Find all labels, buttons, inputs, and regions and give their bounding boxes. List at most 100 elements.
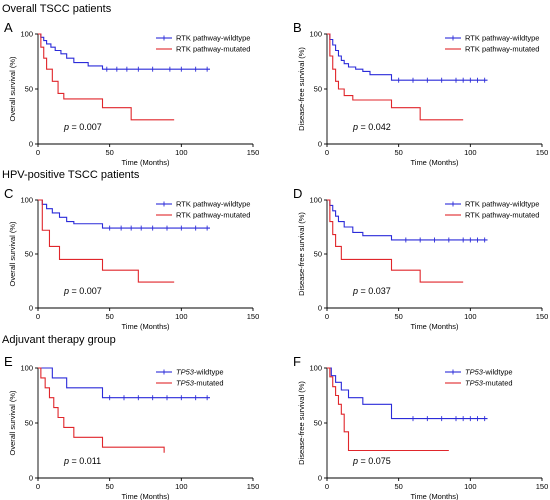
- x-axis-label: Time (Months): [410, 158, 459, 167]
- y-tick-label: 100: [20, 364, 33, 373]
- y-axis-label: Disease-free survival (%): [297, 212, 306, 296]
- p-value: p = 0.042: [352, 122, 391, 132]
- x-tick-label: 0: [325, 148, 329, 157]
- legend-gene-name: TP53: [465, 379, 484, 388]
- y-tick-label: 50: [314, 419, 322, 428]
- x-tick-label: 100: [464, 148, 477, 157]
- y-tick-label: 100: [309, 30, 322, 39]
- y-tick-label: 0: [318, 474, 322, 483]
- legend-text: RTK pathway-wildtype: [465, 200, 539, 209]
- p-symbol: p: [352, 286, 358, 296]
- survival-curve-mutated: [327, 33, 464, 121]
- section-title-overall: Overall TSCC patients: [2, 3, 112, 15]
- p-symbol: p: [352, 456, 358, 466]
- y-tick-label: 50: [25, 250, 33, 259]
- y-tick-label: 0: [318, 304, 322, 313]
- legend-text: -wildtype: [194, 368, 224, 377]
- x-tick-label: 50: [105, 482, 113, 491]
- p-value-text: = 0.075: [358, 456, 391, 466]
- legend-gene-name: TP53: [176, 368, 195, 377]
- survival-curve-mutated: [38, 33, 175, 121]
- survival-curve-wildtype: [327, 367, 488, 420]
- legend-label-mutated: TP53-mutated: [176, 379, 224, 388]
- x-tick-label: 0: [36, 312, 40, 321]
- p-symbol: p: [352, 122, 358, 132]
- y-tick-label: 50: [314, 250, 322, 259]
- survival-curve-wildtype: [38, 367, 210, 399]
- legend-gene-name: TP53: [465, 368, 484, 377]
- legend-label-wildtype: TP53-wildtype: [176, 368, 224, 377]
- survival-curve-wildtype: [327, 33, 488, 81]
- legend-label-mutated: TP53-mutated: [465, 379, 513, 388]
- x-tick-label: 150: [536, 312, 549, 321]
- legend-label-mutated: RTK pathway-mutated: [176, 211, 250, 220]
- y-tick-label: 50: [314, 85, 322, 94]
- x-axis-label: Time (Months): [121, 322, 170, 331]
- section-title-adjuvant: Adjuvant therapy group: [2, 334, 116, 346]
- p-value-text: = 0.042: [358, 122, 391, 132]
- p-value-text: = 0.007: [69, 122, 102, 132]
- legend-text: RTK pathway-mutated: [176, 45, 250, 54]
- y-axis-label: Overall survival (%): [8, 56, 17, 122]
- survival-curve-wildtype: [38, 199, 210, 229]
- legend-label-mutated: RTK pathway-mutated: [465, 45, 539, 54]
- section-title-hpv: HPV-positive TSCC patients: [2, 169, 140, 181]
- x-tick-label: 50: [105, 148, 113, 157]
- survival-curve-wildtype: [327, 199, 488, 241]
- y-tick-label: 0: [318, 140, 322, 149]
- legend-text: RTK pathway-wildtype: [176, 34, 250, 43]
- legend-label-mutated: RTK pathway-mutated: [176, 45, 250, 54]
- p-value-text: = 0.011: [69, 456, 101, 466]
- legend-text: -mutated: [194, 379, 224, 388]
- legend-label-wildtype: TP53-wildtype: [465, 368, 513, 377]
- survival-curve-mutated: [327, 367, 449, 452]
- legend-label-wildtype: RTK pathway-wildtype: [176, 34, 250, 43]
- panel-letter: E: [4, 354, 13, 369]
- p-value-text: = 0.037: [358, 286, 391, 296]
- y-tick-label: 50: [25, 419, 33, 428]
- x-axis-label: Time (Months): [121, 158, 170, 167]
- p-value: p = 0.011: [63, 456, 101, 466]
- y-axis-label: Overall survival (%): [8, 390, 17, 456]
- y-tick-label: 0: [29, 474, 33, 483]
- p-value: p = 0.075: [352, 456, 391, 466]
- y-tick-label: 100: [20, 30, 33, 39]
- panel-letter: B: [293, 20, 302, 35]
- survival-curve-mutated: [38, 367, 165, 453]
- p-symbol: p: [63, 286, 69, 296]
- survival-curve-mutated: [38, 199, 175, 283]
- legend-label-wildtype: RTK pathway-wildtype: [176, 200, 250, 209]
- legend-text: RTK pathway-mutated: [465, 45, 539, 54]
- survival-curve-wildtype: [38, 33, 210, 70]
- x-tick-label: 50: [105, 312, 113, 321]
- legend-gene-name: TP53: [176, 379, 195, 388]
- survival-curve-mutated: [327, 199, 464, 283]
- y-tick-label: 0: [29, 140, 33, 149]
- x-tick-label: 0: [325, 482, 329, 491]
- x-tick-label: 100: [464, 482, 477, 491]
- x-tick-label: 150: [536, 482, 549, 491]
- panel-b: B 0 50 100 150 0 50 100 Time (Months) Disease-fre…: [293, 20, 548, 167]
- p-value: p = 0.007: [63, 122, 102, 132]
- legend-text: RTK pathway-mutated: [465, 211, 539, 220]
- legend-text: -mutated: [483, 379, 513, 388]
- y-tick-label: 100: [309, 364, 322, 373]
- x-tick-label: 150: [247, 312, 260, 321]
- panel-e: E 0 50 100 150 0 50 100 Time (Months) Overall sur…: [4, 354, 259, 500]
- x-tick-label: 100: [175, 148, 188, 157]
- panel-letter: D: [293, 186, 302, 201]
- panel-f: F 0 50 100 150 0 50 100 Time (Months) Disease-fre…: [293, 354, 548, 500]
- legend-label-mutated: RTK pathway-mutated: [465, 211, 539, 220]
- panel-letter: A: [4, 20, 13, 35]
- x-tick-label: 50: [394, 482, 402, 491]
- legend-text: RTK pathway-wildtype: [465, 34, 539, 43]
- x-tick-label: 150: [536, 148, 549, 157]
- x-axis-label: Time (Months): [121, 492, 170, 500]
- x-tick-label: 100: [175, 482, 188, 491]
- y-axis-label: Disease-free survival (%): [297, 381, 306, 465]
- panel-letter: C: [4, 186, 13, 201]
- p-symbol: p: [63, 122, 69, 132]
- x-tick-label: 0: [325, 312, 329, 321]
- x-tick-label: 100: [464, 312, 477, 321]
